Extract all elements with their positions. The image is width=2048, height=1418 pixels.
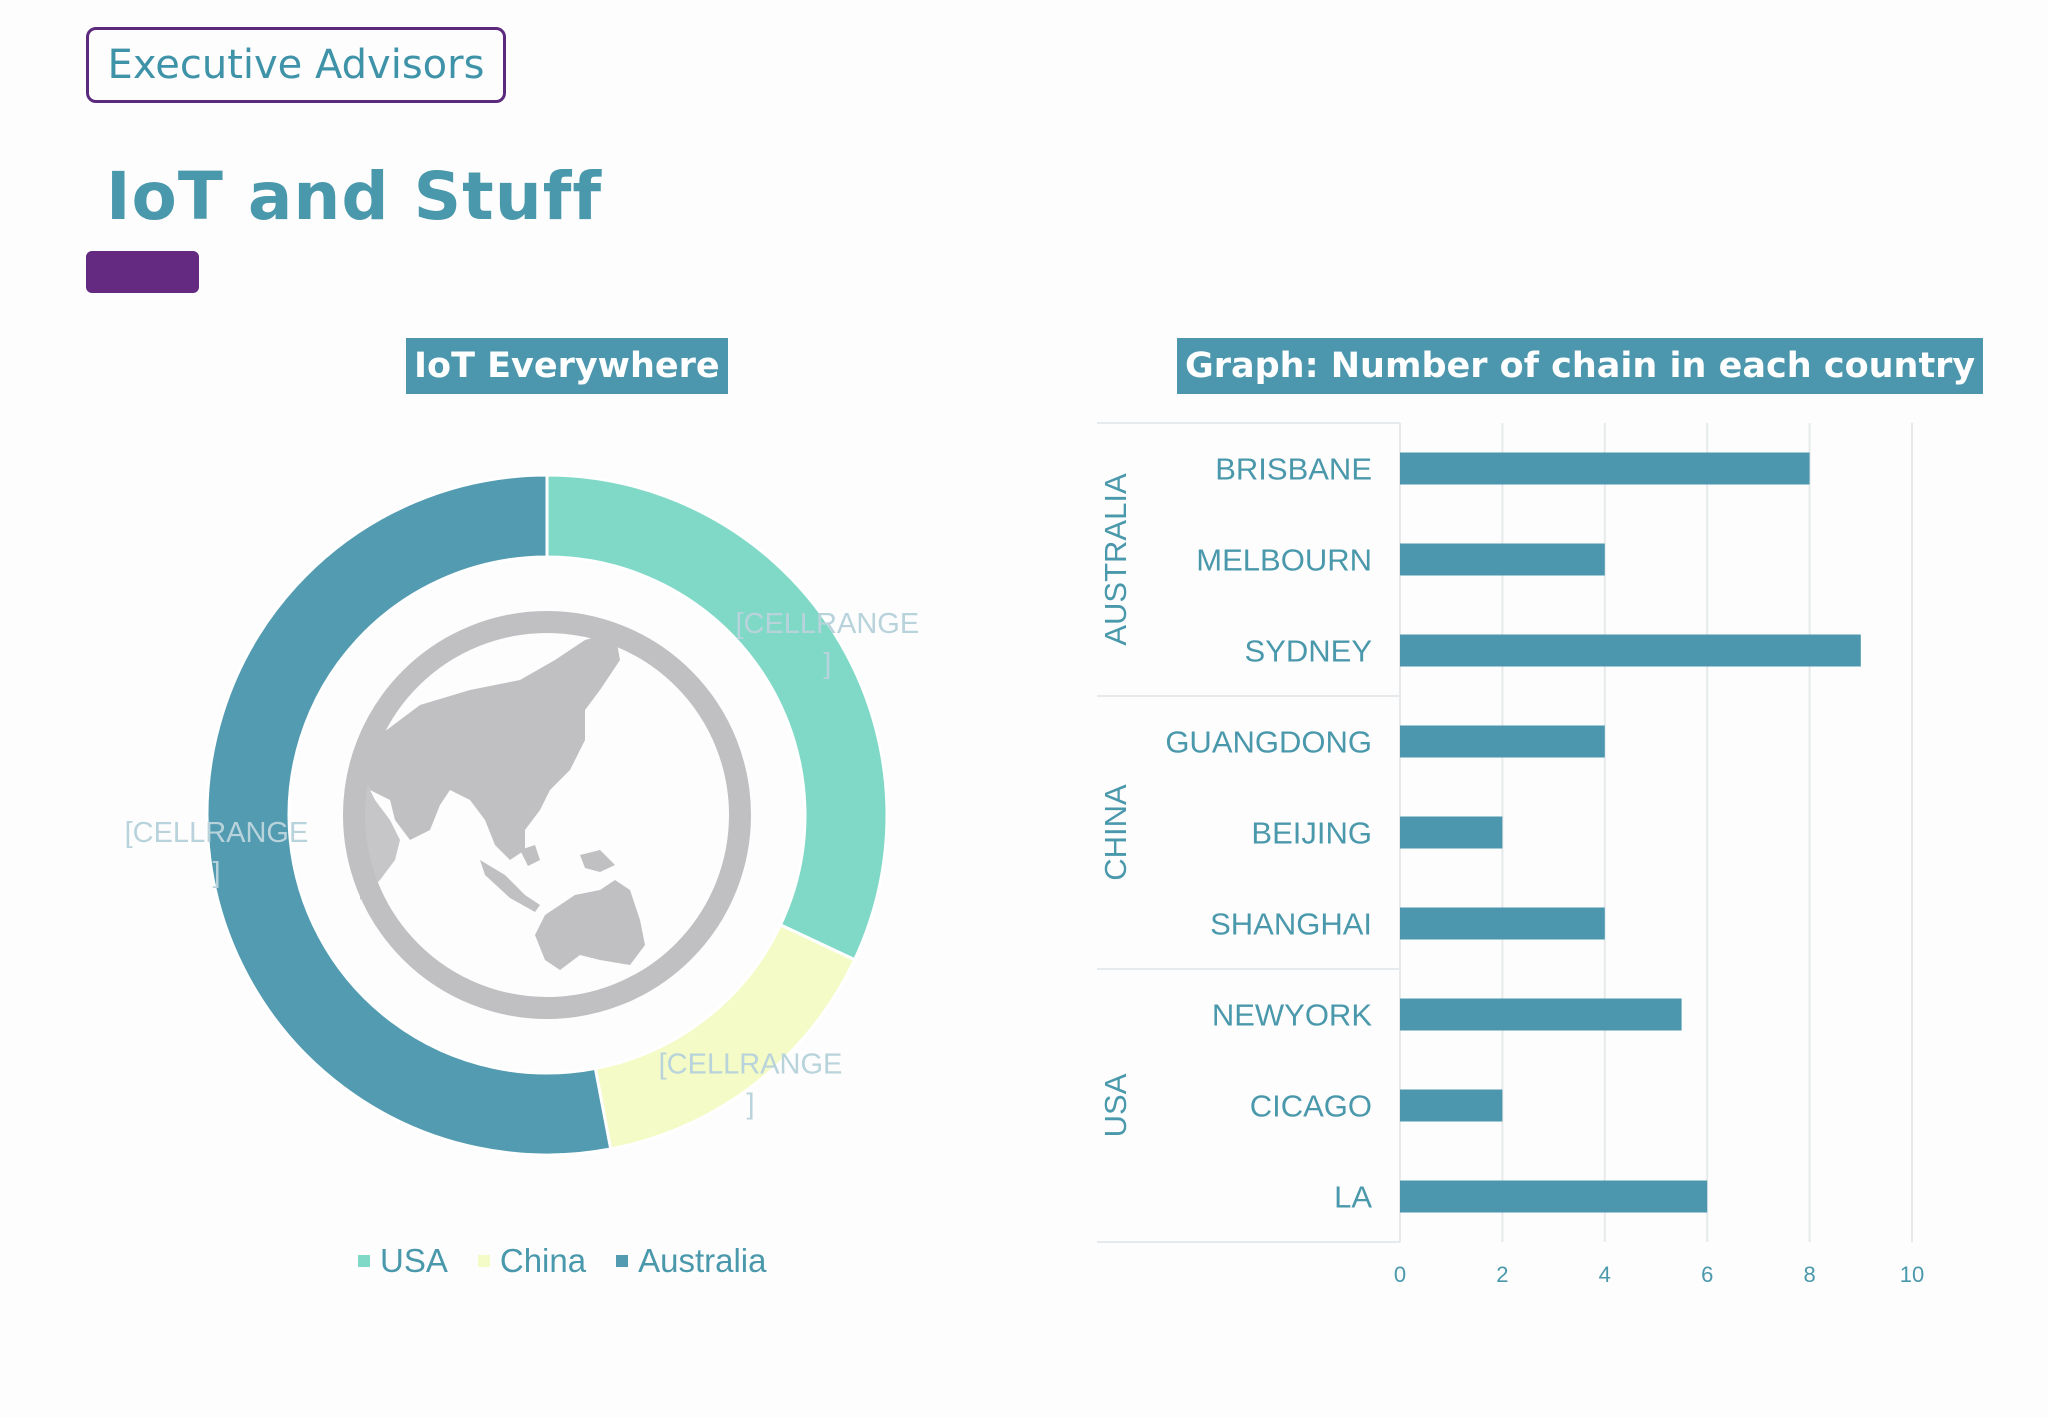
pie-slice-label-australia: [CELLRANGE] bbox=[125, 817, 309, 889]
category-label: MELBOURN bbox=[1196, 543, 1372, 578]
category-label: NEWYORK bbox=[1212, 998, 1373, 1033]
bar-chart: 0 2 4 6 8 10 AUSTRALIA BRISBANE MELBOURN SYDNEY CH… bbox=[1097, 422, 1924, 1287]
legend-swatch-usa bbox=[358, 1255, 370, 1267]
legend-label-china: China bbox=[499, 1242, 587, 1279]
legend-label-australia: Australia bbox=[638, 1242, 767, 1279]
legend-item-china: China bbox=[477, 1242, 587, 1280]
pie-legend: USA China Australia bbox=[358, 1242, 766, 1280]
accent-bar bbox=[86, 251, 199, 293]
bar-brisbane bbox=[1400, 452, 1810, 485]
bar-sydney bbox=[1400, 634, 1861, 667]
x-tick-label: 8 bbox=[1803, 1262, 1815, 1287]
legend-swatch-china bbox=[477, 1255, 490, 1267]
bar-cicago bbox=[1400, 1089, 1503, 1122]
bar-melbourn bbox=[1400, 543, 1605, 576]
x-tick-label: 4 bbox=[1599, 1262, 1611, 1287]
category-label: SYDNEY bbox=[1245, 634, 1372, 669]
category-label: BRISBANE bbox=[1215, 452, 1372, 487]
category-label: GUANGDONG bbox=[1165, 725, 1372, 760]
category-label: BEIJING bbox=[1251, 816, 1372, 851]
bar-beijing bbox=[1400, 816, 1503, 849]
bar-guangdong bbox=[1400, 725, 1605, 758]
x-tick-label: 6 bbox=[1701, 1262, 1713, 1287]
legend-item-usa: USA bbox=[358, 1242, 448, 1280]
pie-chart-title: IoT Everywhere bbox=[406, 338, 728, 394]
legend-item-australia: Australia bbox=[616, 1242, 766, 1280]
category-label: LA bbox=[1334, 1180, 1372, 1215]
page-title: IoT and Stuff bbox=[106, 158, 603, 235]
pie-slice-australia bbox=[205, 473, 613, 1157]
category-label: SHANGHAI bbox=[1210, 907, 1372, 942]
group-label-australia: AUSTRALIA bbox=[1098, 473, 1133, 646]
group-label-china: CHINA bbox=[1098, 784, 1133, 881]
bar-chart-title: Graph: Number of chain in each country bbox=[1177, 338, 1984, 394]
x-tick-label: 0 bbox=[1394, 1262, 1406, 1287]
bar-la bbox=[1400, 1180, 1708, 1213]
pie-slice-usa bbox=[545, 473, 889, 962]
brand-name: Executive Advisors bbox=[107, 42, 485, 88]
x-tick-label: 10 bbox=[1900, 1262, 1924, 1287]
bar-newyork bbox=[1400, 998, 1682, 1031]
bar-shanghai bbox=[1400, 907, 1605, 940]
pie-slice-label-china: [CELLRANGE] bbox=[659, 1048, 843, 1120]
x-tick-label: 2 bbox=[1496, 1262, 1508, 1287]
brand-box: Executive Advisors bbox=[86, 27, 506, 103]
pie-slice-label-usa: [CELLRANGE] bbox=[735, 608, 919, 680]
category-label: CICAGO bbox=[1250, 1089, 1372, 1124]
legend-label-usa: USA bbox=[380, 1242, 448, 1279]
globe-icon bbox=[343, 611, 751, 1019]
pie-chart: [CELLRANGE] [CELLRANGE] [CELLRANGE] bbox=[125, 473, 919, 1157]
group-label-usa: USA bbox=[1098, 1073, 1133, 1137]
legend-swatch-australia bbox=[616, 1255, 629, 1267]
